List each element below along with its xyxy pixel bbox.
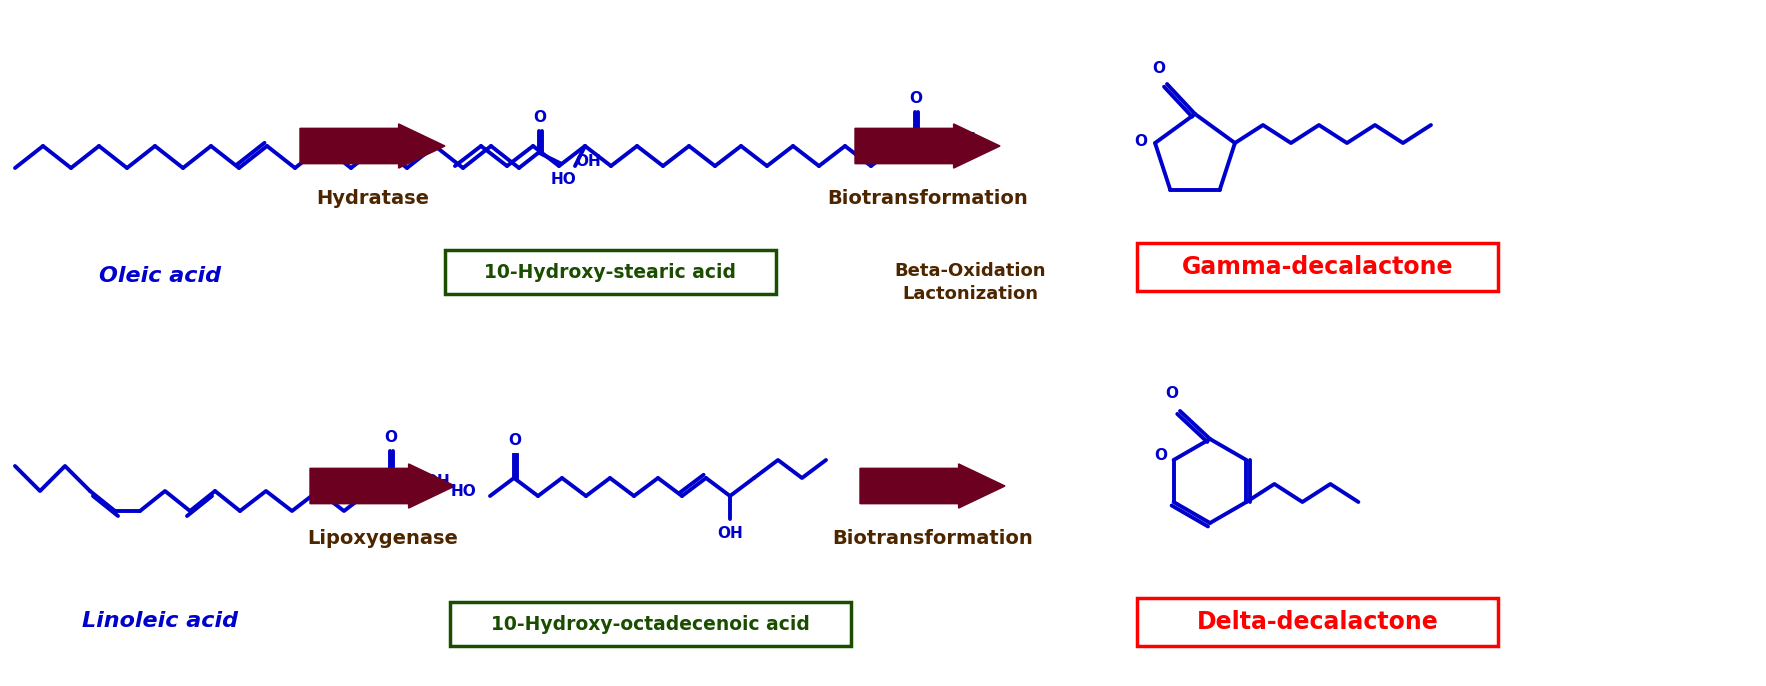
Polygon shape [311,464,456,508]
Text: O: O [1166,386,1178,401]
Polygon shape [855,124,1000,168]
Text: Beta-Oxidation: Beta-Oxidation [894,262,1045,280]
FancyBboxPatch shape [445,250,775,294]
Text: Biotransformation: Biotransformation [828,189,1028,207]
Text: Delta-decalactone: Delta-decalactone [1197,610,1438,634]
Text: OH: OH [576,154,600,169]
Text: Hydratase: Hydratase [316,189,429,207]
Text: O: O [385,430,397,445]
Text: O: O [1153,61,1166,76]
Text: Lactonization: Lactonization [902,285,1038,303]
FancyBboxPatch shape [450,602,851,646]
Text: O: O [509,433,521,448]
Text: HO: HO [551,172,576,187]
FancyBboxPatch shape [1137,598,1498,646]
Text: O: O [533,110,546,125]
Text: Lipoxygenase: Lipoxygenase [307,528,459,547]
Text: Oleic acid: Oleic acid [99,266,221,286]
Text: HO: HO [450,484,477,499]
FancyBboxPatch shape [1137,243,1498,291]
Polygon shape [860,464,1005,508]
Text: Gamma-decalactone: Gamma-decalactone [1181,255,1453,279]
Text: O: O [1155,447,1167,462]
Text: OH: OH [950,132,977,147]
Text: 10-Hydroxy-stearic acid: 10-Hydroxy-stearic acid [484,263,736,281]
Text: O: O [1134,134,1148,149]
Text: O: O [909,91,922,106]
Text: Linoleic acid: Linoleic acid [81,611,238,631]
Polygon shape [300,124,445,168]
Text: OH: OH [717,526,743,541]
Text: OH: OH [424,473,450,488]
Text: 10-Hydroxy-octadecenoic acid: 10-Hydroxy-octadecenoic acid [491,615,811,633]
Text: Biotransformation: Biotransformation [832,528,1033,547]
